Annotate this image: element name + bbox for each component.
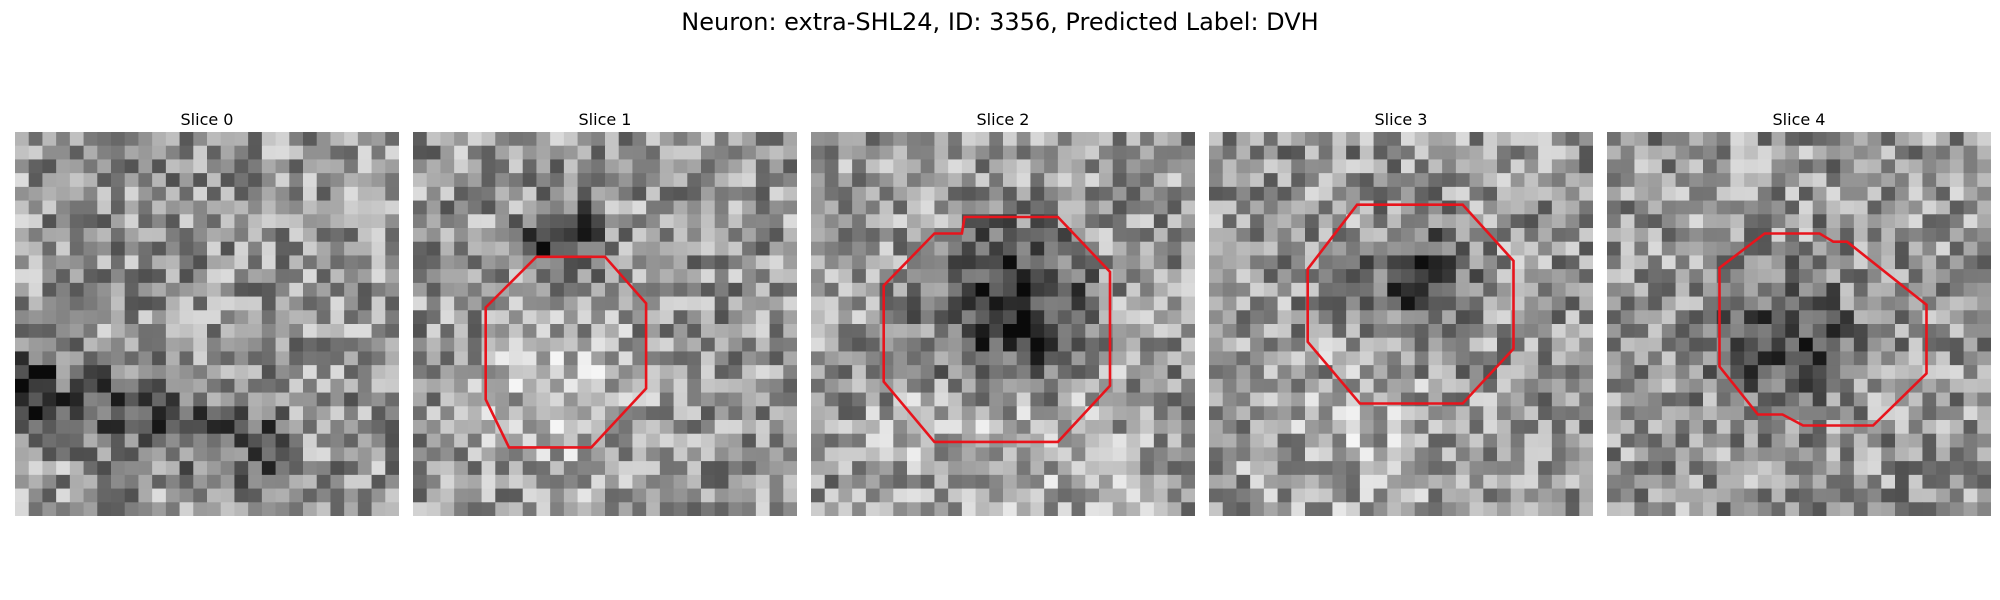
pixel-grid: [1209, 132, 1593, 516]
pixel-grid: [811, 132, 1195, 516]
slice-panel-2: Slice 2: [811, 108, 1195, 516]
slice-image: [15, 132, 399, 516]
roi-contour: [484, 255, 648, 449]
slice-title: Slice 1: [578, 110, 632, 129]
slice-title: Slice 3: [1374, 110, 1428, 129]
roi-contour: [1718, 232, 1928, 427]
pixel-grid: [1607, 132, 1991, 516]
pixel-grid: [15, 132, 399, 516]
slice-image: [1209, 132, 1593, 516]
slice-image: [1607, 132, 1991, 516]
slice-image: [413, 132, 797, 516]
slice-panel-1: Slice 1: [413, 108, 797, 516]
slice-panel-0: Slice 0: [15, 108, 399, 516]
slice-title: Slice 0: [180, 110, 234, 129]
roi-contour: [1306, 203, 1515, 405]
roi-contour: [882, 215, 1112, 444]
figure-title: Neuron: extra-SHL24, ID: 3356, Predicted…: [681, 8, 1319, 36]
slice-panel-4: Slice 4: [1607, 108, 1991, 516]
slice-image: [811, 132, 1195, 516]
pixel-grid: [413, 132, 797, 516]
slice-title: Slice 2: [976, 110, 1030, 129]
slice-panel-3: Slice 3: [1209, 108, 1593, 516]
slice-title: Slice 4: [1772, 110, 1826, 129]
